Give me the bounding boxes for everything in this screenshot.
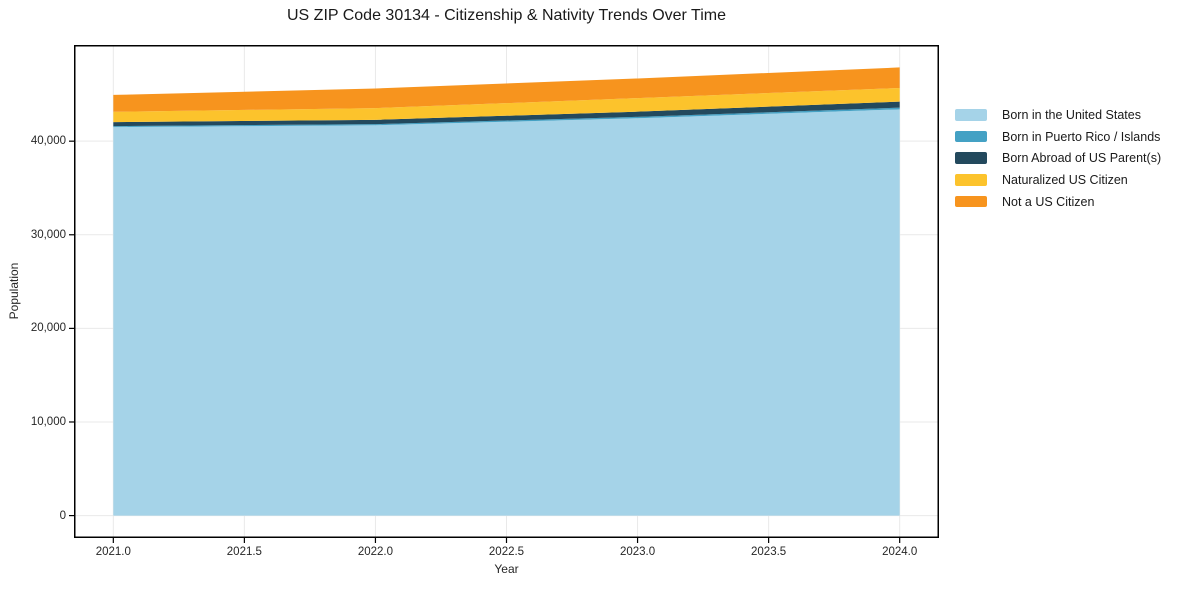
stacked-area-chart [69,45,939,543]
legend-swatch [955,174,987,186]
y-tick-label: 0 [59,509,66,522]
y-tick-label: 30,000 [30,228,66,241]
y-tick-label: 10,000 [30,415,66,428]
legend-swatch [955,152,987,164]
x-tick-label: 2023.0 [619,546,656,558]
legend-item-2: Born Abroad of US Parent(s) [955,147,1161,169]
x-axis-label: Year [494,562,519,576]
area-series-2 [113,101,900,127]
x-tick-label: 2021.5 [226,546,262,558]
x-tick-label: 2021.0 [95,546,131,558]
x-tick-label: 2023.5 [751,546,787,558]
y-tick-label: 20,000 [30,322,66,335]
legend-item-3: Naturalized US Citizen [955,169,1161,191]
legend-label: Not a US Citizen [1002,194,1095,209]
x-tick-label: 2022.5 [488,546,525,558]
legend-label: Naturalized US Citizen [1002,172,1128,187]
area-series-4 [113,67,900,112]
x-tick-label: 2024.0 [882,546,918,558]
legend-label: Born in Puerto Rico / Islands [1002,129,1161,144]
legend: Born in the United States Born in Puerto … [955,104,1161,212]
y-tick-label: 40,000 [30,135,66,148]
legend-item-0: Born in the United States [955,104,1161,126]
area-series-0 [113,109,900,516]
legend-swatch [955,109,987,121]
chart-title: US ZIP Code 30134 - Citizenship & Nativi… [287,7,726,24]
legend-label: Born Abroad of US Parent(s) [1002,151,1162,166]
legend-item-1: Born in Puerto Rico / Islands [955,126,1161,148]
x-tick-label: 2022.0 [357,546,394,558]
legend-item-4: Not a US Citizen [955,191,1161,213]
plot-frame [74,45,939,538]
area-series-3 [113,88,900,123]
legend-label: Born in the United States [1002,107,1141,122]
y-axis-label: Population [7,262,21,320]
legend-swatch [955,130,987,143]
legend-swatch [955,195,987,208]
